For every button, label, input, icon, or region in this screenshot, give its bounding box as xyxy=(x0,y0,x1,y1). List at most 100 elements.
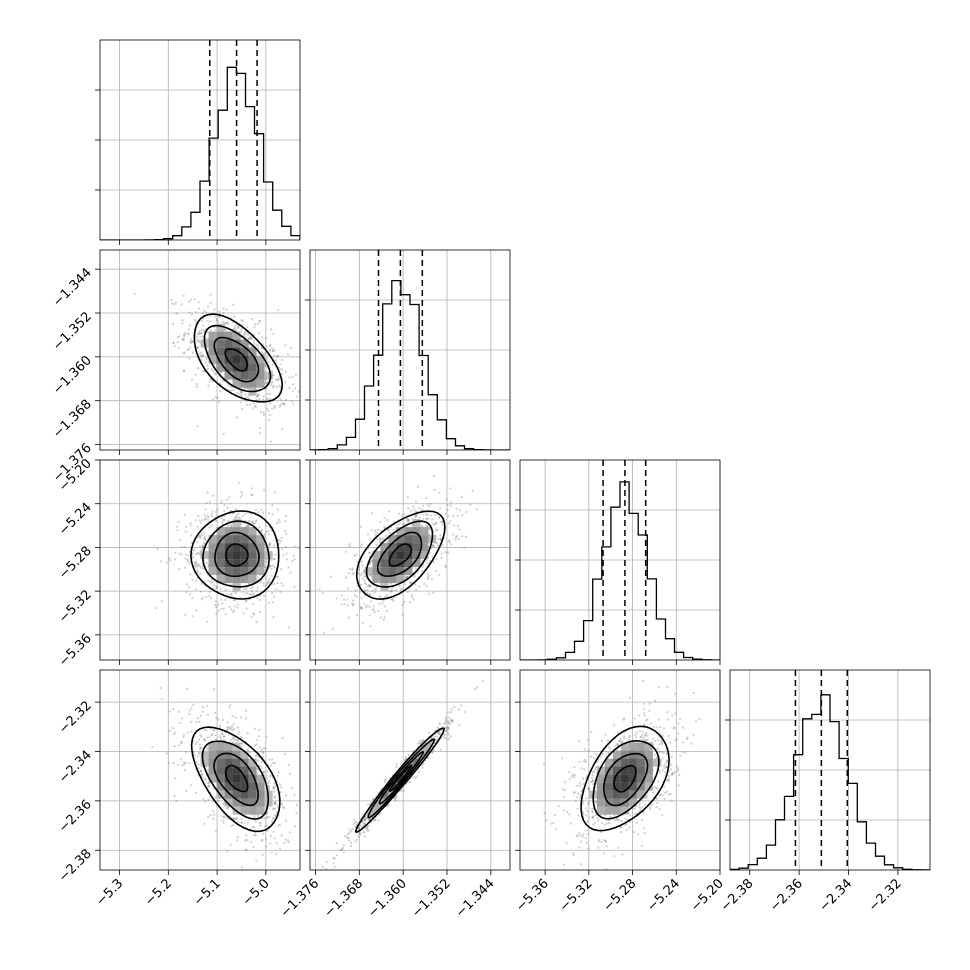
sample-point xyxy=(245,834,248,837)
sample-point xyxy=(196,525,199,528)
sample-point xyxy=(275,842,278,845)
sample-point xyxy=(200,746,203,749)
sample-point xyxy=(178,744,181,747)
sample-point xyxy=(420,525,423,528)
sample-point xyxy=(276,774,279,777)
sample-point xyxy=(255,519,258,522)
sample-point xyxy=(196,333,199,336)
sample-point xyxy=(176,525,179,528)
sample-point xyxy=(439,537,442,540)
sample-point xyxy=(246,592,249,595)
sample-point xyxy=(195,565,198,569)
sample-point xyxy=(281,368,284,371)
sample-point xyxy=(450,719,453,722)
sample-point xyxy=(227,519,230,522)
sample-point xyxy=(448,716,451,719)
sample-point xyxy=(246,525,249,528)
sample-point xyxy=(433,523,436,526)
sample-point xyxy=(183,545,186,548)
sample-point xyxy=(450,718,453,721)
sample-point xyxy=(434,529,437,532)
sample-point xyxy=(261,755,265,758)
sample-point xyxy=(219,735,222,738)
sample-point xyxy=(360,574,363,577)
sample-point xyxy=(428,527,431,530)
density-cell xyxy=(216,758,225,767)
sample-point xyxy=(406,590,410,593)
sample-point xyxy=(246,326,249,329)
sample-point xyxy=(358,826,361,829)
density-map xyxy=(200,742,273,815)
sample-point xyxy=(452,524,456,527)
sample-point xyxy=(177,710,180,713)
sample-point xyxy=(199,566,202,569)
sample-point xyxy=(426,561,429,564)
density-cell xyxy=(224,527,233,536)
sample-point xyxy=(260,347,263,350)
density-cell xyxy=(208,355,217,364)
contour-level xyxy=(202,520,270,588)
sample-point xyxy=(198,751,201,754)
density-cell xyxy=(216,742,225,751)
sample-point xyxy=(300,555,302,557)
density-cell xyxy=(200,750,209,759)
sample-point xyxy=(405,575,408,578)
density-cell xyxy=(208,331,217,340)
sample-point xyxy=(154,607,157,610)
sample-point xyxy=(185,553,188,556)
sample-point xyxy=(342,598,346,601)
sample-point xyxy=(450,708,453,711)
sample-point xyxy=(206,367,209,370)
sample-point xyxy=(383,516,386,520)
sample-point xyxy=(211,510,214,513)
axes-frame xyxy=(99,459,301,661)
sample-point xyxy=(250,615,253,618)
sample-point xyxy=(264,838,268,841)
sample-point xyxy=(374,534,377,537)
sample-point xyxy=(373,588,376,591)
density-cell xyxy=(224,798,233,807)
sample-point xyxy=(384,778,387,781)
sample-point xyxy=(440,556,443,560)
sample-point xyxy=(214,519,218,522)
sample-point xyxy=(444,551,448,554)
density-cell xyxy=(232,543,241,552)
sample-point xyxy=(256,768,259,771)
sample-point xyxy=(367,824,370,827)
sample-point xyxy=(318,588,321,591)
density-cell xyxy=(216,339,225,348)
sample-point xyxy=(255,859,258,862)
sample-point xyxy=(252,612,255,615)
sample-point xyxy=(223,815,226,818)
density-cell xyxy=(232,782,241,791)
axes-frame xyxy=(99,249,301,451)
sample-point xyxy=(426,503,429,506)
sample-point xyxy=(199,770,202,773)
sample-point xyxy=(447,720,450,723)
sample-point xyxy=(240,330,243,333)
sample-point xyxy=(293,793,296,796)
density-cell xyxy=(232,519,241,528)
sample-point xyxy=(216,586,219,589)
sample-point xyxy=(664,762,667,765)
sample-point xyxy=(291,559,294,562)
sample-point xyxy=(262,832,265,835)
sample-point xyxy=(432,544,435,547)
density-cell xyxy=(404,543,413,552)
density-cell xyxy=(216,355,225,364)
sample-point xyxy=(251,594,255,597)
sample-point xyxy=(463,710,466,713)
sample-point xyxy=(437,516,441,519)
sample-point xyxy=(278,384,281,387)
sample-point xyxy=(280,358,284,361)
sample-point xyxy=(211,733,214,736)
sample-point xyxy=(271,504,274,507)
sample-point xyxy=(444,716,448,719)
sample-point xyxy=(368,538,372,541)
sample-point xyxy=(447,721,450,724)
sample-point xyxy=(263,817,266,820)
sample-point xyxy=(268,788,271,791)
density-cell xyxy=(224,742,233,751)
sample-point xyxy=(260,761,263,764)
sample-point xyxy=(222,307,225,310)
